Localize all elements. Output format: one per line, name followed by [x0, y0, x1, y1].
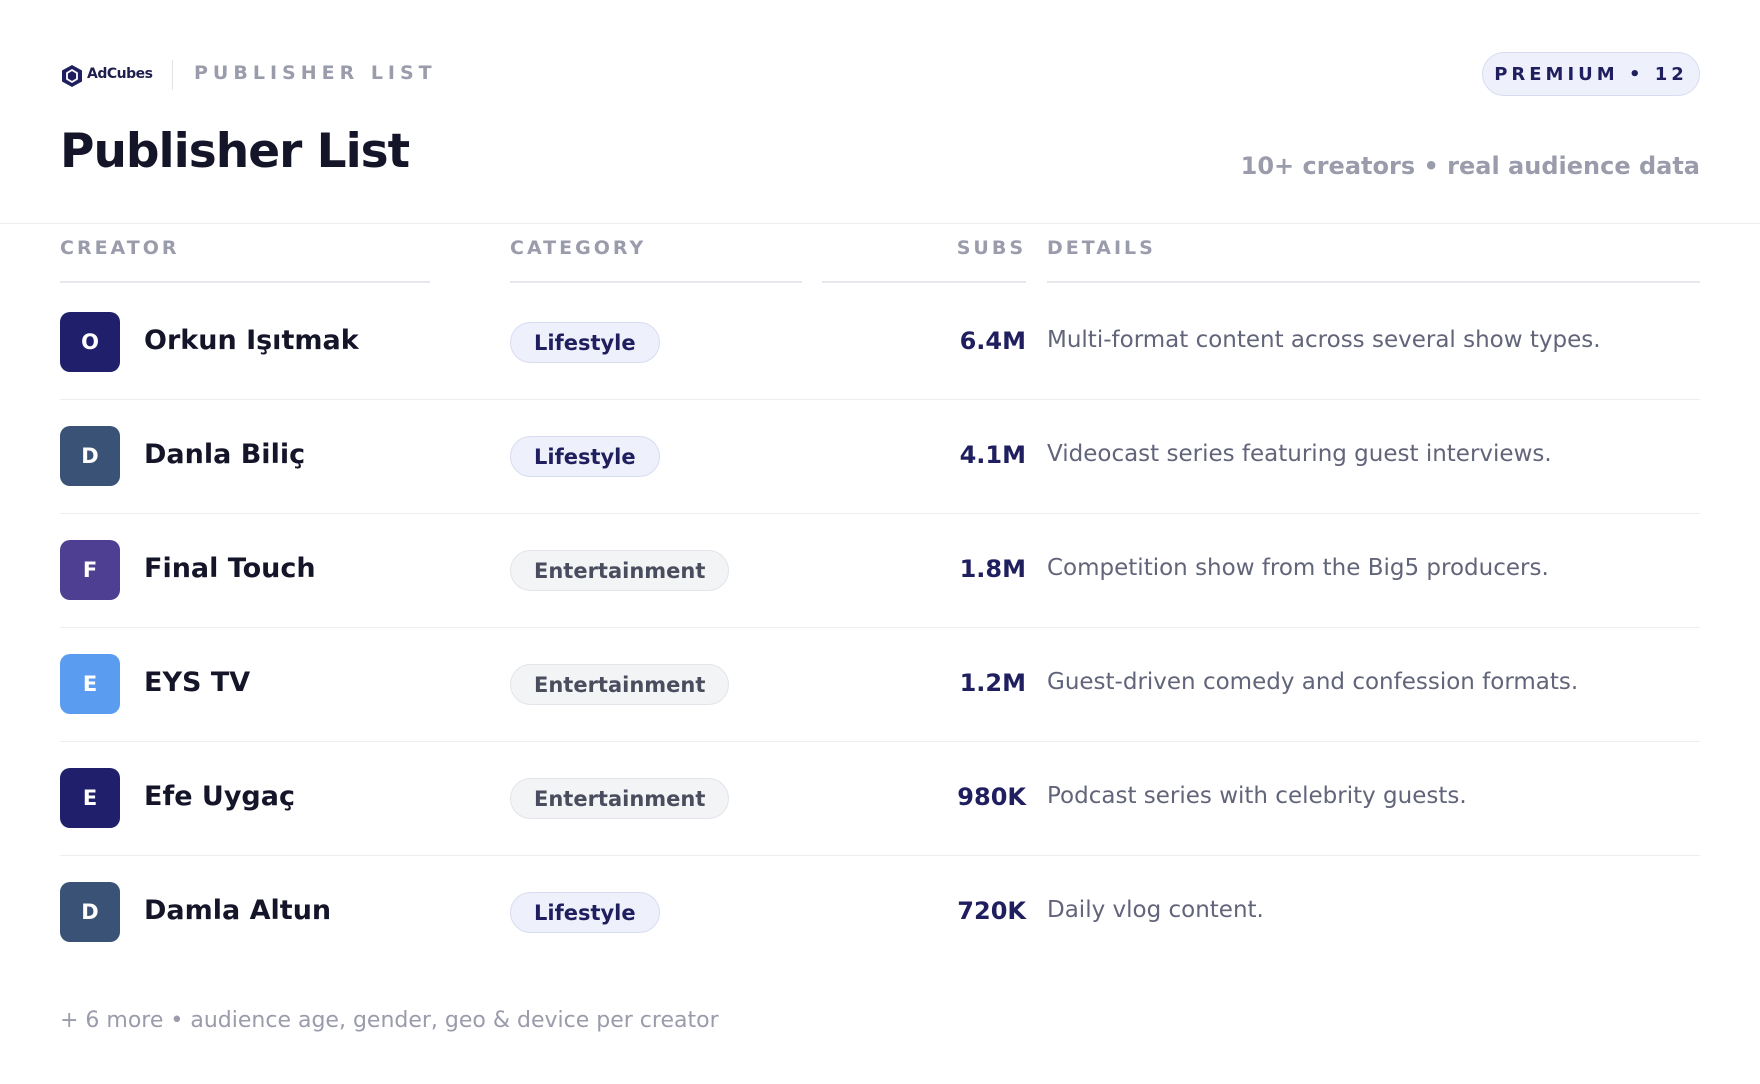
details-text: Competition show from the Big5 producers… [1047, 555, 1549, 581]
column-underline [1047, 281, 1700, 283]
logo-icon [62, 65, 82, 87]
column-underline [60, 281, 430, 283]
row-divider [60, 741, 1700, 742]
subtitle: 10+ creators • real audience data [1240, 152, 1700, 180]
category-pill: Entertainment [510, 550, 730, 591]
logo-text: AdCubes [87, 66, 153, 82]
subscriber-count: 1.8M [959, 555, 1026, 583]
subscriber-count: 720K [957, 897, 1026, 925]
category-pill: Lifestyle [510, 322, 660, 363]
creator-name: Orkun Işıtmak [144, 325, 359, 356]
column-underline [822, 281, 1026, 283]
details-text: Podcast series with celebrity guests. [1047, 783, 1467, 809]
column-underline [510, 281, 802, 283]
avatar: E [60, 654, 120, 714]
avatar: O [60, 312, 120, 372]
section-label: PUBLISHER LIST [194, 62, 437, 84]
details-text: Daily vlog content. [1047, 897, 1264, 923]
avatar: F [60, 540, 120, 600]
column-header: DETAILS [1047, 237, 1156, 259]
badge: PREMIUM • 12 [1482, 52, 1700, 96]
category-pill: Lifestyle [510, 436, 660, 477]
column-header: CREATOR [60, 237, 180, 259]
column-header: SUBS [956, 237, 1026, 259]
column-header: CATEGORY [510, 237, 647, 259]
details-text: Multi-format content across several show… [1047, 327, 1601, 353]
subscriber-count: 980K [957, 783, 1026, 811]
creator-name: Damla Altun [144, 895, 332, 926]
row-divider [60, 399, 1700, 400]
footer-note: + 6 more • audience age, gender, geo & d… [60, 1008, 719, 1033]
creator-name: Efe Uygaç [144, 781, 295, 812]
avatar: D [60, 882, 120, 942]
avatar: D [60, 426, 120, 486]
row-divider [60, 627, 1700, 628]
creator-name: EYS TV [144, 667, 251, 698]
row-divider [60, 855, 1700, 856]
creator-name: Final Touch [144, 553, 316, 584]
category-pill: Lifestyle [510, 892, 660, 933]
category-pill: Entertainment [510, 664, 730, 705]
creator-name: Danla Biliç [144, 439, 306, 470]
page-title: Publisher List [60, 124, 410, 179]
avatar: E [60, 768, 120, 828]
subscriber-count: 6.4M [959, 327, 1026, 355]
subscriber-count: 4.1M [959, 441, 1026, 469]
subscriber-count: 1.2M [959, 669, 1026, 697]
details-text: Guest-driven comedy and confession forma… [1047, 669, 1579, 695]
separator [172, 60, 173, 90]
divider [0, 223, 1760, 224]
category-pill: Entertainment [510, 778, 730, 819]
row-divider [60, 513, 1700, 514]
details-text: Videocast series featuring guest intervi… [1047, 441, 1552, 467]
